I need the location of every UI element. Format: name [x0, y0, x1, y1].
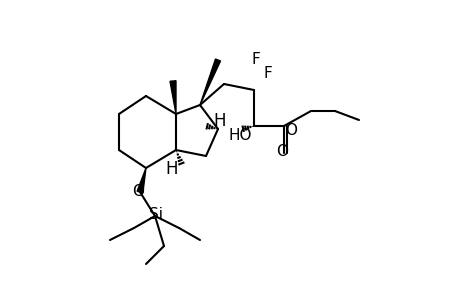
- Text: O: O: [285, 123, 297, 138]
- Polygon shape: [170, 81, 176, 114]
- Text: F: F: [263, 66, 271, 81]
- Polygon shape: [200, 59, 220, 105]
- Text: Si: Si: [149, 207, 163, 222]
- Text: H: H: [213, 112, 225, 130]
- Text: O: O: [276, 144, 288, 159]
- Text: O: O: [132, 184, 144, 200]
- Text: HO: HO: [228, 128, 252, 143]
- Text: H: H: [165, 160, 177, 178]
- Text: F: F: [251, 52, 259, 68]
- Polygon shape: [137, 168, 146, 193]
